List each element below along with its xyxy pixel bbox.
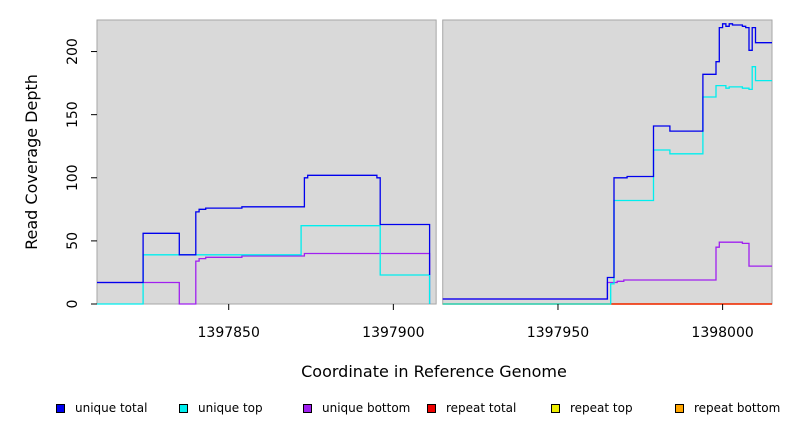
legend-swatch — [56, 403, 65, 413]
plot-background-layer — [96, 19, 773, 305]
y-tick-label: 150 — [65, 101, 81, 128]
y-tick-label: 0 — [65, 300, 81, 309]
legend-item-unique-total: unique total — [56, 400, 147, 416]
legend-swatch — [179, 403, 188, 413]
legend-item-unique-top: unique top — [179, 400, 263, 416]
plot-panel-right — [442, 19, 773, 305]
legend-swatch — [427, 403, 436, 413]
plot-panel-left — [96, 19, 437, 305]
legend-label: repeat bottom — [694, 401, 781, 415]
series-line-unique-total — [97, 23, 772, 300]
legend-label: repeat total — [446, 401, 517, 415]
x-tick-label: 1397850 — [198, 325, 260, 341]
series-line-unique-bottom — [97, 241, 772, 305]
y-axis-title: Read Coverage Depth — [22, 74, 41, 250]
x-tick-label: 1398000 — [691, 325, 753, 341]
legend-swatch — [551, 403, 560, 413]
chart-legend: unique total unique top unique bottom repea… — [0, 400, 792, 420]
legend-label: repeat top — [570, 401, 633, 415]
x-tick-label: 1397950 — [527, 325, 589, 341]
y-tick-label: 200 — [65, 38, 81, 65]
legend-label: unique total — [75, 401, 148, 415]
legend-label: unique bottom — [322, 401, 411, 415]
legend-item-repeat-total: repeat total — [427, 400, 516, 416]
legend-swatch — [303, 403, 312, 413]
y-tick-label: 100 — [65, 164, 81, 191]
axis-layer: 0 50 100 150 200 1397850 1397900 1397950 1398000 — [65, 38, 754, 341]
series-line-unique-top — [97, 66, 772, 305]
x-tick-label: 1397900 — [362, 325, 424, 341]
legend-item-unique-bottom: unique bottom — [303, 400, 410, 416]
x-axis-title: Coordinate in Reference Genome — [301, 362, 567, 381]
legend-item-repeat-bottom: repeat bottom — [675, 400, 780, 416]
legend-swatch — [675, 403, 684, 413]
series-layer — [97, 23, 772, 305]
legend-label: unique top — [198, 401, 263, 415]
y-tick-label: 50 — [65, 232, 81, 250]
legend-item-repeat-top: repeat top — [551, 400, 633, 416]
